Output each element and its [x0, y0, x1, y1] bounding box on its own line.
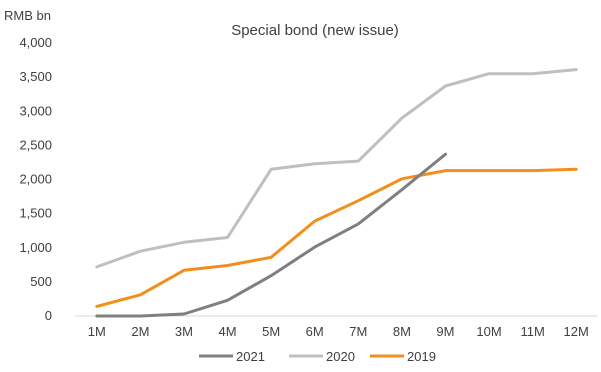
y-tick-label: 0	[45, 308, 52, 323]
x-tick-label: 3M	[175, 324, 193, 339]
legend-label-2021: 2021	[236, 349, 265, 364]
x-tick-label: 12M	[564, 324, 589, 339]
x-tick-label: 4M	[219, 324, 237, 339]
x-tick-labels: 1M 2M 3M 4M 5M 6M 7M 8M 9M 10M 11M 12M	[88, 324, 589, 339]
series-line-2021	[95, 152, 447, 318]
legend: 2021 2020 2019	[199, 349, 436, 364]
series-line-2020	[95, 68, 578, 269]
y-tick-label: 1,500	[19, 206, 52, 221]
x-tick-label: 2M	[131, 324, 149, 339]
x-tick-label: 5M	[262, 324, 280, 339]
y-tick-label: 3,000	[19, 103, 52, 118]
series-lines	[95, 68, 578, 318]
x-tick-label: 10M	[476, 324, 501, 339]
chart-title: Special bond (new issue)	[231, 22, 399, 39]
x-tick-label: 6M	[306, 324, 324, 339]
y-tick-labels: 0 500 1,000 1,500 2,000 2,500 3,000 3,500 4,000	[19, 35, 52, 323]
x-tick-label: 1M	[88, 324, 106, 339]
y-tick-label: 4,000	[19, 35, 52, 50]
x-tick-label: 8M	[393, 324, 411, 339]
x-tick-label: 9M	[436, 324, 454, 339]
x-tick-label: 7M	[349, 324, 367, 339]
series-line-2019	[95, 167, 578, 308]
y-tick-label: 3,500	[19, 69, 52, 84]
y-tick-label: 500	[30, 274, 52, 289]
y-axis-label: RMB bn	[4, 8, 51, 23]
legend-label-2019: 2019	[407, 349, 436, 364]
y-tick-label: 1,000	[19, 240, 52, 255]
legend-label-2020: 2020	[326, 349, 355, 364]
y-tick-label: 2,000	[19, 172, 52, 187]
x-tick-label: 11M	[520, 324, 544, 339]
y-tick-label: 2,500	[19, 137, 52, 152]
